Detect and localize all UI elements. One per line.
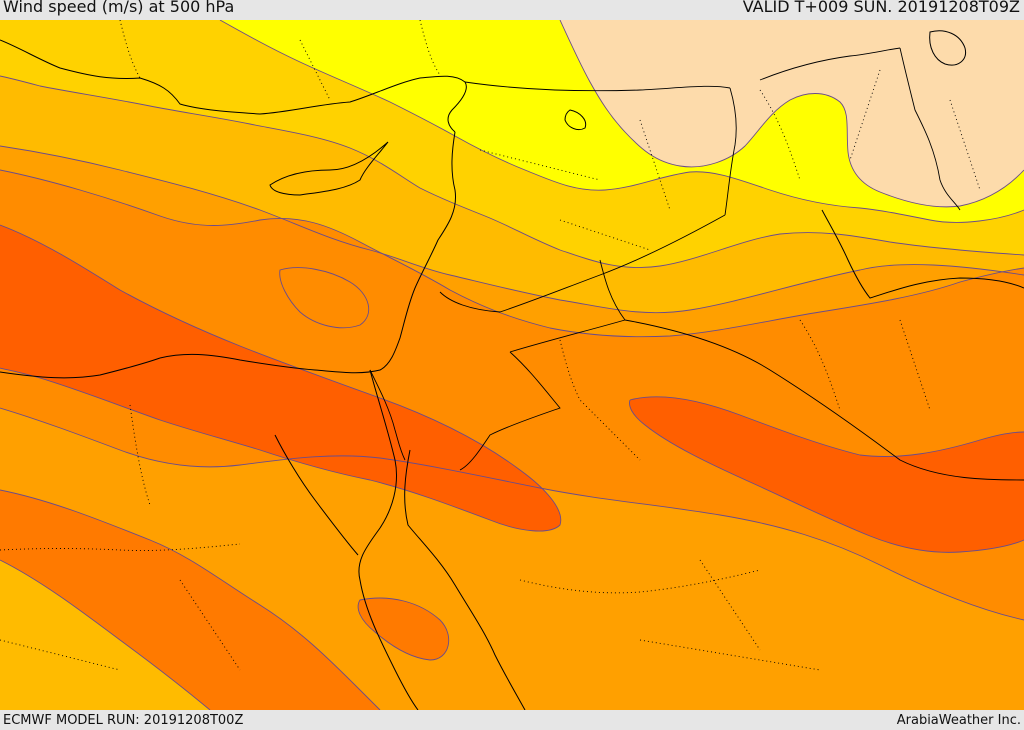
wind-speed-bands bbox=[0, 20, 1024, 710]
border-internal-sudan bbox=[0, 579, 821, 671]
coastline-egypt-north bbox=[0, 357, 161, 379]
band-light-northeast bbox=[560, 20, 1024, 207]
border-internal-saudi bbox=[519, 339, 761, 594]
contour-line bbox=[629, 396, 1024, 553]
border-iran-iraq-south bbox=[759, 47, 901, 81]
border-saudi-iraq bbox=[624, 319, 1024, 481]
band-red-orange-west bbox=[0, 225, 561, 532]
contour-line bbox=[0, 145, 1024, 314]
contour-line bbox=[0, 559, 211, 710]
coastline-gulf-of-suez bbox=[274, 434, 359, 556]
map-title: Wind speed (m/s) at 500 hPa bbox=[3, 0, 235, 16]
border-saudi-jordan-south bbox=[459, 351, 561, 471]
contour-line bbox=[0, 224, 562, 532]
border-iran-iraq-east bbox=[899, 47, 961, 211]
header-bar: Wind speed (m/s) at 500 hPa VALID T+009 … bbox=[0, 0, 1024, 20]
footer-bar: ECMWF MODEL RUN: 20191208T00Z ArabiaWeat… bbox=[0, 710, 1024, 729]
coastline-red-sea-east bbox=[404, 449, 526, 710]
valid-time-label: VALID T+009 SUN. 20191208T09Z bbox=[742, 0, 1020, 16]
border-internal-east bbox=[699, 319, 931, 651]
border-iraq-iran bbox=[724, 87, 737, 216]
contour-line bbox=[0, 75, 1024, 269]
border-internal-egypt bbox=[0, 404, 241, 551]
contour-line bbox=[0, 169, 1024, 338]
coastlines bbox=[0, 30, 1024, 710]
model-run-label: ECMWF MODEL RUN: 20191208T00Z bbox=[3, 713, 244, 728]
border-egypt-israel bbox=[369, 369, 406, 461]
map-area bbox=[0, 20, 1024, 710]
contour-line bbox=[0, 489, 381, 710]
coastline-levant bbox=[159, 131, 457, 374]
contour-line bbox=[357, 597, 450, 661]
brand-label: ArabiaWeather Inc. bbox=[896, 713, 1021, 728]
contour-line bbox=[0, 407, 1024, 621]
country-borders bbox=[0, 20, 1024, 671]
border-jordan-saudi bbox=[439, 259, 626, 353]
contour-line bbox=[559, 20, 1024, 208]
band-orange-central bbox=[0, 170, 1024, 620]
band-amber-southwest bbox=[0, 560, 210, 710]
contour-line bbox=[279, 267, 370, 329]
coastline-persian-gulf bbox=[821, 209, 1024, 299]
border-turkey-syria bbox=[464, 81, 731, 92]
coastline-red-sea-west bbox=[358, 369, 419, 710]
band-deep-orange-egypt bbox=[358, 598, 449, 660]
border-syria-iraq bbox=[499, 214, 726, 313]
contour-line bbox=[219, 20, 1024, 223]
coastline-lake-van bbox=[564, 109, 587, 131]
wind-speed-map bbox=[0, 20, 1024, 710]
border-internal-turkey bbox=[119, 20, 441, 101]
band-red-orange-east bbox=[629, 396, 1024, 553]
coastline-turkey bbox=[0, 39, 467, 133]
coastline-cyprus bbox=[269, 141, 389, 196]
wind-contours bbox=[0, 20, 1024, 710]
coastline-caspian bbox=[929, 30, 967, 66]
